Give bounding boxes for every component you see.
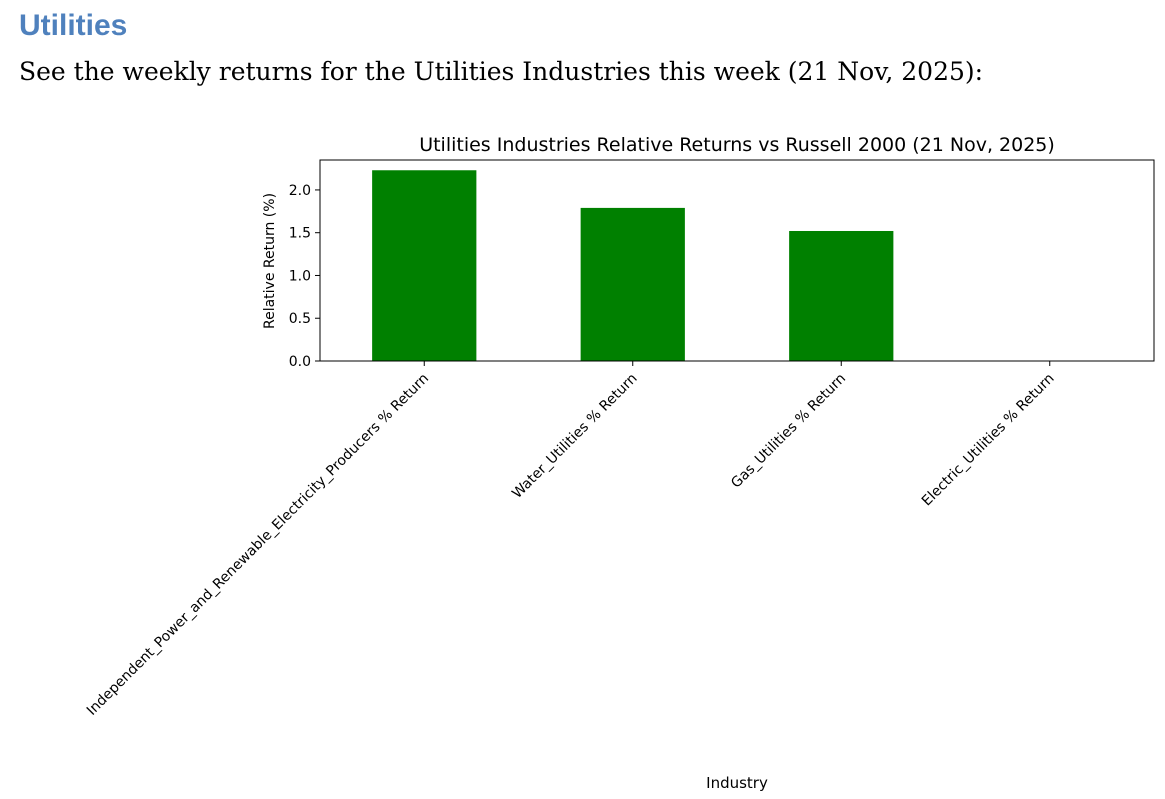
bar-2 bbox=[789, 230, 894, 361]
intro-text: See the weekly returns for the Utilities… bbox=[19, 57, 984, 86]
bar-0 bbox=[372, 170, 477, 361]
section-heading: Utilities bbox=[19, 9, 128, 42]
x-tick-label-1: Water_Utilities % Return bbox=[509, 371, 640, 502]
y-axis-ticks: 0.0 0.5 1.0 1.5 2.0 bbox=[289, 183, 320, 370]
bars-group bbox=[372, 170, 894, 361]
y-tick-label-1: 0.5 bbox=[289, 311, 311, 327]
y-axis-label: Relative Return (%) bbox=[262, 193, 278, 329]
y-tick-label-2: 1.0 bbox=[289, 268, 311, 284]
y-tick-label-0: 0.0 bbox=[289, 354, 311, 370]
x-axis-label: Industry bbox=[706, 774, 768, 792]
y-tick-label-3: 1.5 bbox=[289, 226, 311, 242]
y-tick-label-4: 2.0 bbox=[289, 183, 311, 199]
x-tick-label-0: Independent_Power_and_Renewable_Electric… bbox=[84, 371, 432, 719]
x-tick-label-2: Gas_Utilities % Return bbox=[728, 371, 849, 492]
chart-title: Utilities Industries Relative Returns vs… bbox=[419, 134, 1055, 156]
x-tick-label-3: Electric_Utilities % Return bbox=[919, 371, 1058, 510]
bar-1 bbox=[580, 207, 685, 361]
plot-area-frame bbox=[319, 159, 1155, 362]
x-axis-ticks: Independent_Power_and_Renewable_Electric… bbox=[84, 361, 1058, 719]
